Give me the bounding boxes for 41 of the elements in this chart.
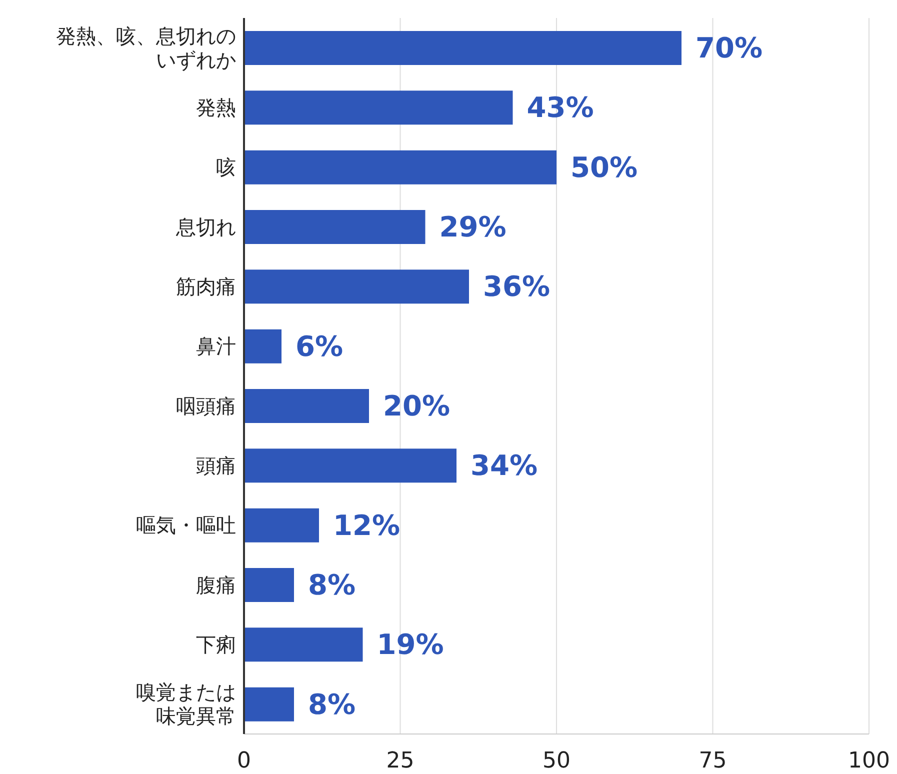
y-tick-label: 筋肉痛 bbox=[176, 274, 236, 298]
data-label: 8% bbox=[308, 568, 356, 602]
y-tick-label: 息切れ bbox=[175, 214, 236, 239]
data-label: 70% bbox=[696, 32, 763, 64]
data-label: 50% bbox=[570, 150, 638, 184]
bar bbox=[244, 568, 294, 602]
data-label: 36% bbox=[483, 270, 550, 304]
data-label: 12% bbox=[333, 508, 400, 542]
bar bbox=[244, 687, 294, 722]
y-tick-label: 鼻汁 bbox=[196, 334, 236, 358]
data-label: 29% bbox=[439, 210, 506, 244]
x-tick-label: 75 bbox=[698, 748, 727, 774]
y-tick-label: 咳 bbox=[216, 155, 236, 180]
bar bbox=[244, 270, 469, 304]
data-label: 19% bbox=[376, 628, 444, 662]
x-tick-label: 0 bbox=[237, 748, 251, 774]
y-tick-label: 頭痛 bbox=[196, 454, 236, 478]
data-label: 34% bbox=[470, 449, 538, 482]
bar bbox=[244, 448, 456, 483]
bar bbox=[244, 150, 556, 184]
y-tick-label: 咽頭痛 bbox=[176, 394, 236, 418]
y-tick-label: 嘔気・嘔吐 bbox=[136, 513, 236, 538]
bar bbox=[244, 389, 369, 423]
x-tick-label: 25 bbox=[386, 748, 414, 774]
y-tick-label: 腹痛 bbox=[196, 572, 236, 597]
bar bbox=[244, 210, 426, 244]
bar bbox=[244, 329, 282, 364]
x-tick-label: 50 bbox=[542, 748, 570, 774]
x-tick-label: 100 bbox=[848, 748, 890, 774]
data-label: 43% bbox=[526, 91, 594, 124]
data-label: 8% bbox=[308, 688, 356, 721]
data-label: 20% bbox=[383, 390, 450, 422]
bar bbox=[244, 31, 682, 65]
bar bbox=[244, 90, 513, 125]
y-tick-label: 下痢 bbox=[196, 632, 236, 656]
data-label: 6% bbox=[296, 330, 344, 363]
y-tick-label: 嗅覚または味覚異常 bbox=[136, 680, 236, 728]
y-tick-label: 発熱、咳、息切れのいずれか bbox=[56, 24, 236, 72]
y-tick-label: 発熱 bbox=[196, 96, 236, 120]
bar bbox=[244, 508, 319, 542]
bar bbox=[244, 628, 363, 662]
